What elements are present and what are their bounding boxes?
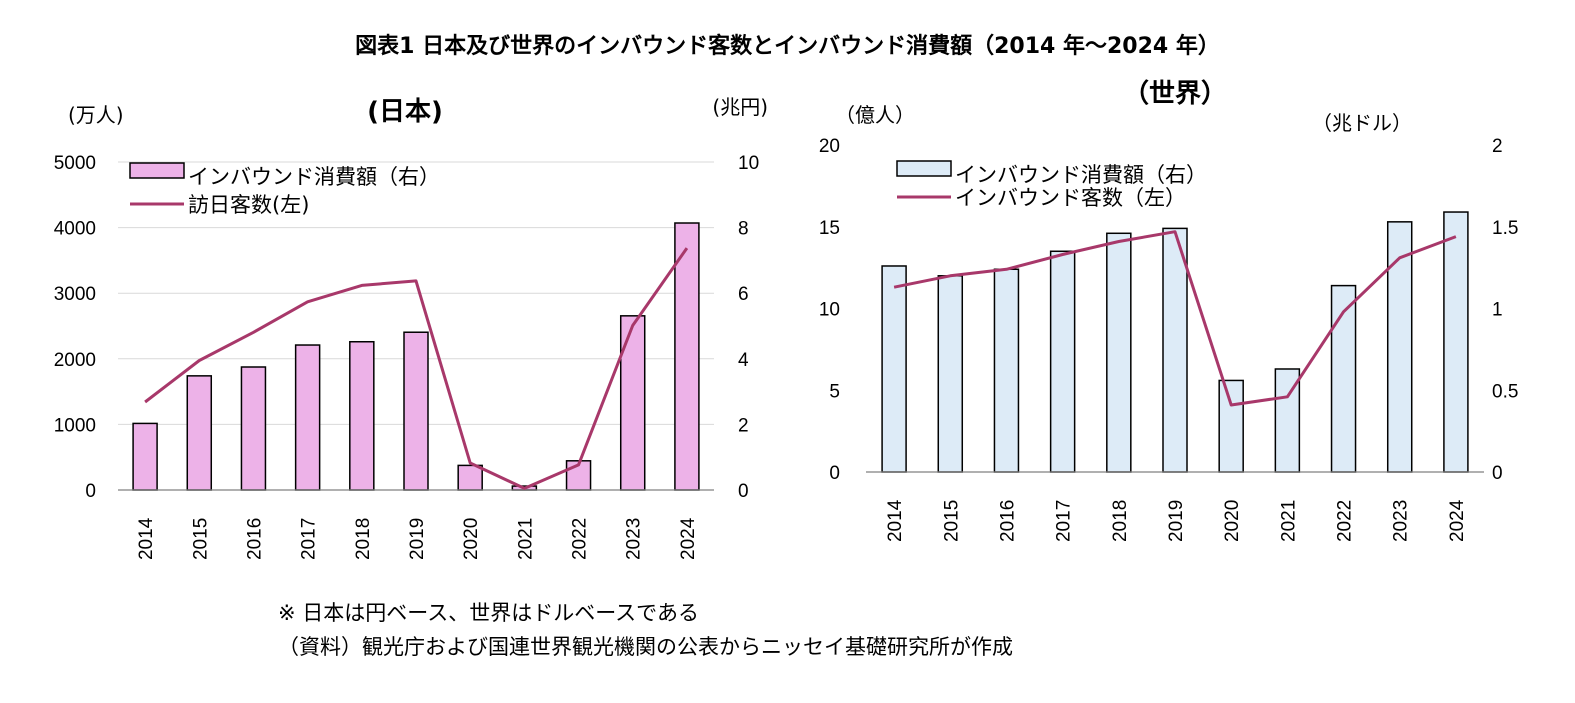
japan-bar-2016	[240, 366, 267, 491]
world-bar-2024	[1443, 211, 1469, 473]
japan-year-label: 2020	[461, 518, 482, 560]
world-year-label: 2018	[1110, 500, 1131, 542]
japan-year-label: 2022	[570, 518, 591, 560]
japan-year-label: 2019	[407, 518, 428, 560]
japan-year-label: 2016	[244, 518, 265, 560]
world-year-label: 2024	[1447, 499, 1468, 542]
world-legend-bar-swatch	[896, 160, 952, 177]
japan-bar-2017	[294, 344, 321, 491]
world-right-axis-label: （兆ドル）	[1312, 111, 1412, 135]
world-right-tick-label: 0	[1492, 463, 1503, 484]
world-legend-line-label: インバウンド客数（左）	[955, 186, 1186, 210]
world-bar-2018	[1106, 232, 1132, 473]
world-right-tick-label: 2	[1492, 136, 1503, 157]
japan-legend-bar-swatch	[129, 162, 185, 179]
world-left-tick-label: 5	[829, 381, 840, 402]
japan-bar-2019	[403, 331, 429, 491]
world-year-label: 2020	[1222, 500, 1243, 542]
japan-right-tick-label: 10	[738, 153, 759, 174]
world-bar-2023	[1386, 221, 1413, 473]
japan-year-label: 2021	[515, 518, 536, 560]
world-year-label: 2014	[885, 499, 906, 542]
japan-right-tick-label: 0	[738, 481, 749, 502]
world-bar-2017	[1049, 250, 1076, 473]
world-year-label: 2021	[1278, 500, 1299, 542]
world-year-label: 2023	[1391, 500, 1412, 542]
world-bar-2014	[881, 265, 907, 473]
japan-bar-2018	[349, 340, 375, 491]
japan-year-label: 2023	[624, 518, 645, 560]
world-legend-bar-label: インバウンド消費額（右）	[955, 163, 1207, 187]
japan-chart-title: (日本)	[367, 97, 443, 127]
world-year-label: 2022	[1335, 500, 1356, 542]
japan-left-tick-label: 4000	[54, 219, 96, 240]
world-bar-2022	[1330, 284, 1357, 473]
japan-legend-bar-label: インバウンド消費額（右）	[188, 165, 440, 189]
japan-year-label: 2024	[678, 517, 699, 560]
world-left-axis-label: （億人）	[835, 103, 915, 127]
world-left-tick-label: 20	[819, 136, 840, 157]
japan-bar-2015	[186, 375, 213, 491]
world-year-label: 2016	[997, 500, 1018, 542]
japan-left-tick-label: 3000	[54, 284, 96, 305]
japan-bar-2014	[132, 422, 158, 491]
world-year-label: 2017	[1054, 500, 1075, 542]
world-year-label: 2019	[1166, 500, 1187, 542]
footnote-currency: ※ 日本は円ベース、世界はドルベースである	[278, 601, 699, 625]
world-bar-2019	[1162, 227, 1188, 473]
japan-bar-2024	[674, 222, 700, 491]
world-chart-title: （世界）	[1123, 79, 1227, 109]
japan-bar-2023	[619, 315, 646, 491]
japan-right-tick-label: 2	[738, 415, 749, 436]
world-left-tick-label: 10	[819, 300, 840, 321]
japan-left-tick-label: 1000	[54, 415, 96, 436]
world-right-tick-label: 1.5	[1492, 218, 1518, 239]
japan-left-tick-label: 5000	[54, 153, 96, 174]
japan-year-label: 2017	[299, 518, 320, 560]
japan-right-axis-label: (兆円)	[712, 95, 768, 119]
japan-left-tick-label: 2000	[54, 350, 96, 371]
japan-bar-2020	[457, 464, 483, 491]
japan-right-tick-label: 4	[738, 350, 749, 371]
world-right-tick-label: 1	[1492, 300, 1503, 321]
world-bar-2016	[993, 268, 1020, 473]
japan-left-axis-label: (万人)	[68, 103, 124, 127]
japan-year-label: 2014	[136, 517, 157, 560]
world-left-tick-label: 15	[819, 218, 840, 239]
footnote-source: （資料）観光庁および国連世界観光機関の公表からニッセイ基礎研究所が作成	[278, 635, 1013, 659]
world-right-tick-label: 0.5	[1492, 381, 1518, 402]
japan-legend-line-label: 訪日客数(左)	[188, 193, 309, 217]
world-left-tick-label: 0	[829, 463, 840, 484]
japan-year-label: 2015	[190, 518, 211, 560]
japan-right-tick-label: 6	[738, 284, 749, 305]
figure-title: 図表1 日本及び世界のインバウンド客数とインバウンド消費額（2014 年～202…	[355, 34, 1220, 59]
world-bar-2015	[937, 275, 964, 473]
japan-year-label: 2018	[353, 518, 374, 560]
world-bar-2020	[1218, 379, 1244, 473]
japan-left-tick-label: 0	[85, 481, 96, 502]
world-year-label: 2015	[941, 500, 962, 542]
japan-right-tick-label: 8	[738, 219, 749, 240]
